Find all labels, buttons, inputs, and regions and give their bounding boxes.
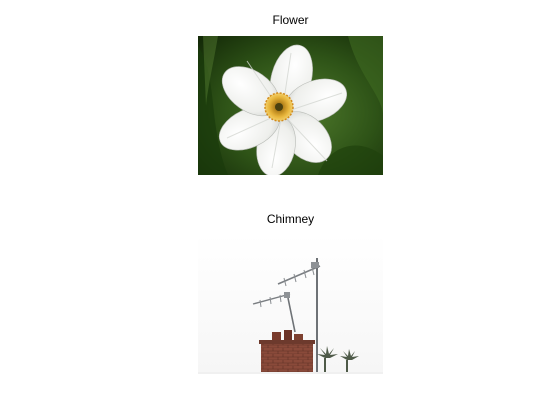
chimney-photo <box>198 234 383 374</box>
flower-photo <box>198 36 383 175</box>
flower-panel-title: Flower <box>272 13 309 27</box>
chimney-panel-title: Chimney <box>266 212 315 226</box>
